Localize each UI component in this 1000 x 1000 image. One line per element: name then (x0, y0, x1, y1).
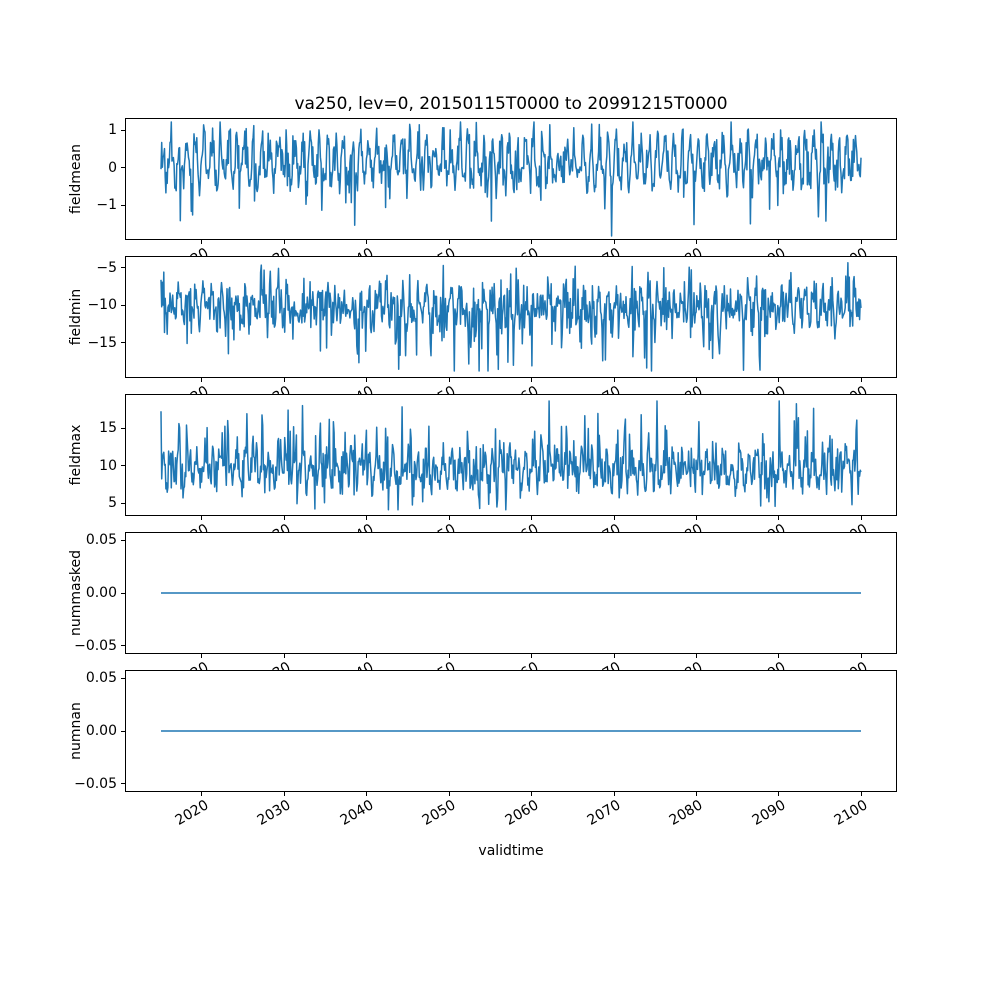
x-tick-mark (860, 516, 862, 520)
y-tick-label: −15 (87, 334, 117, 351)
x-tick-mark (613, 516, 615, 520)
x-tick-mark (695, 240, 697, 244)
fieldmax-line-chart (160, 400, 862, 511)
nummasked-line-chart (161, 592, 861, 594)
y-tick-label: 0.00 (85, 723, 117, 739)
x-tick-mark (448, 378, 450, 382)
y-tick-label: −0.05 (74, 637, 117, 654)
x-tick-label: 2100 (831, 797, 871, 829)
subplot-fieldmin (125, 256, 897, 378)
y-tick-label: 1 (108, 122, 117, 139)
y-tick-label: 10 (99, 457, 117, 474)
y-axis-label-numnan: numnan (68, 702, 84, 760)
x-tick-label: 2070 (584, 797, 624, 829)
x-tick-mark (283, 378, 285, 382)
y-axis-label-fieldmean: fieldmean (68, 144, 84, 214)
x-tick-mark (531, 516, 533, 520)
x-tick-mark (613, 240, 615, 244)
chart-title: va250, lev=0, 20150115T0000 to 20991215T… (294, 94, 728, 114)
x-tick-mark (283, 516, 285, 520)
x-tick-mark (613, 654, 615, 658)
x-tick-mark (695, 378, 697, 382)
y-tick-label: −0.05 (74, 775, 117, 792)
x-tick-label: 2080 (667, 797, 706, 829)
x-tick-mark (695, 516, 697, 520)
y-tick-label: 15 (99, 420, 117, 436)
x-tick-mark (283, 654, 285, 658)
subplot-nummasked (125, 532, 897, 654)
subplot-fieldmax (125, 394, 897, 516)
x-tick-mark (448, 792, 450, 796)
x-tick-label: 2050 (419, 797, 459, 829)
y-axis-label-fieldmin: fieldmin (68, 288, 84, 346)
x-tick-mark (366, 240, 368, 244)
x-tick-mark (531, 240, 533, 244)
y-axis-label-fieldmax: fieldmax (68, 424, 84, 486)
fieldmean-line-chart (160, 121, 862, 237)
x-tick-mark (531, 378, 533, 382)
x-tick-mark (201, 654, 203, 658)
x-tick-label: 2090 (749, 797, 789, 829)
y-tick-label: 0.00 (85, 585, 117, 601)
x-tick-mark (613, 792, 615, 796)
x-tick-mark (283, 240, 285, 244)
x-tick-mark (201, 240, 203, 244)
x-tick-mark (201, 378, 203, 382)
x-tick-mark (778, 654, 780, 658)
y-tick-label: 0.05 (85, 670, 117, 687)
x-axis-label: validtime (478, 843, 544, 859)
x-tick-mark (860, 240, 862, 244)
x-tick-label: 2020 (172, 797, 212, 829)
x-tick-mark (531, 654, 533, 658)
x-tick-mark (613, 378, 615, 382)
x-tick-mark (201, 792, 203, 796)
x-tick-mark (860, 378, 862, 382)
fieldmin-line-chart (160, 261, 862, 372)
plot-line (160, 400, 862, 511)
y-tick-label: −10 (87, 297, 117, 313)
x-tick-label: 2060 (502, 797, 542, 829)
x-tick-mark (778, 516, 780, 520)
x-tick-mark (860, 654, 862, 658)
y-tick-label: 0.05 (85, 532, 117, 549)
x-tick-mark (283, 792, 285, 796)
x-tick-label: 2030 (254, 797, 294, 829)
y-axis-label-nummasked: nummasked (68, 549, 84, 637)
x-tick-mark (778, 240, 780, 244)
y-tick-label: −5 (96, 259, 117, 276)
x-tick-mark (695, 792, 697, 796)
x-tick-mark (366, 654, 368, 658)
x-tick-mark (860, 792, 862, 796)
y-tick-label: −1 (96, 197, 117, 214)
x-tick-mark (778, 792, 780, 796)
x-tick-mark (366, 516, 368, 520)
x-tick-mark (366, 378, 368, 382)
plot-line (160, 121, 862, 237)
subplot-numnan (125, 670, 897, 792)
plot-line (160, 261, 862, 372)
x-tick-mark (695, 654, 697, 658)
y-tick-label: 5 (108, 495, 117, 511)
y-tick-label: 0 (108, 159, 117, 176)
x-tick-mark (448, 240, 450, 244)
x-tick-mark (778, 378, 780, 382)
subplot-fieldmean (125, 118, 897, 240)
numnan-line-chart (161, 730, 861, 732)
x-tick-mark (448, 654, 450, 658)
x-tick-mark (531, 792, 533, 796)
x-tick-mark (366, 792, 368, 796)
x-tick-mark (201, 516, 203, 520)
x-tick-label: 2040 (337, 797, 377, 829)
x-tick-mark (448, 516, 450, 520)
